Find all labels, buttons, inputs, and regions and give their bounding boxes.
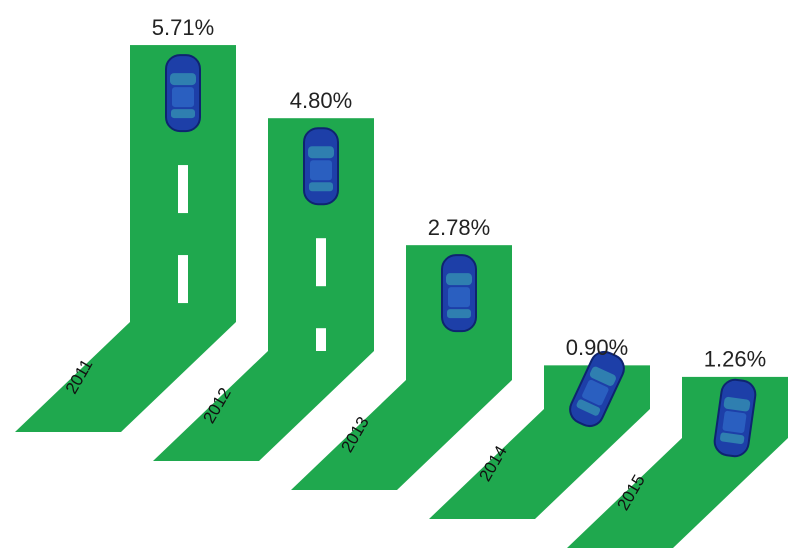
lane-dash <box>316 238 326 287</box>
car-windshield <box>589 366 616 386</box>
car-roof <box>172 87 194 108</box>
car-rear-window <box>171 109 195 119</box>
road-base <box>291 380 512 490</box>
car-rear-window <box>720 432 745 445</box>
car-icon <box>713 378 757 458</box>
car-icon <box>441 254 477 333</box>
car-rear-window <box>447 309 471 319</box>
car-icon <box>165 54 201 133</box>
car-rear-window <box>576 399 601 416</box>
value-label: 0.90% <box>566 335 628 360</box>
car-windshield <box>446 273 472 286</box>
lane-dash <box>178 165 188 214</box>
car-windshield <box>308 146 334 159</box>
car-roof <box>582 379 609 406</box>
car-rear-window <box>309 182 333 192</box>
road-base <box>567 438 788 548</box>
lane-dash <box>178 255 188 304</box>
value-label: 5.71% <box>152 15 214 40</box>
road-base <box>153 351 374 461</box>
value-label: 1.26% <box>704 347 766 372</box>
car-roof <box>722 410 747 434</box>
car-windshield <box>170 73 196 86</box>
car-roof <box>310 160 332 181</box>
road-base <box>429 409 650 519</box>
road-base <box>15 322 236 432</box>
car-roof <box>448 287 470 308</box>
car-icon <box>569 350 625 428</box>
value-label: 4.80% <box>290 88 352 113</box>
car-windshield <box>723 396 751 412</box>
value-label: 2.78% <box>428 215 490 240</box>
car-icon <box>303 127 339 206</box>
lane-dash <box>316 328 326 351</box>
